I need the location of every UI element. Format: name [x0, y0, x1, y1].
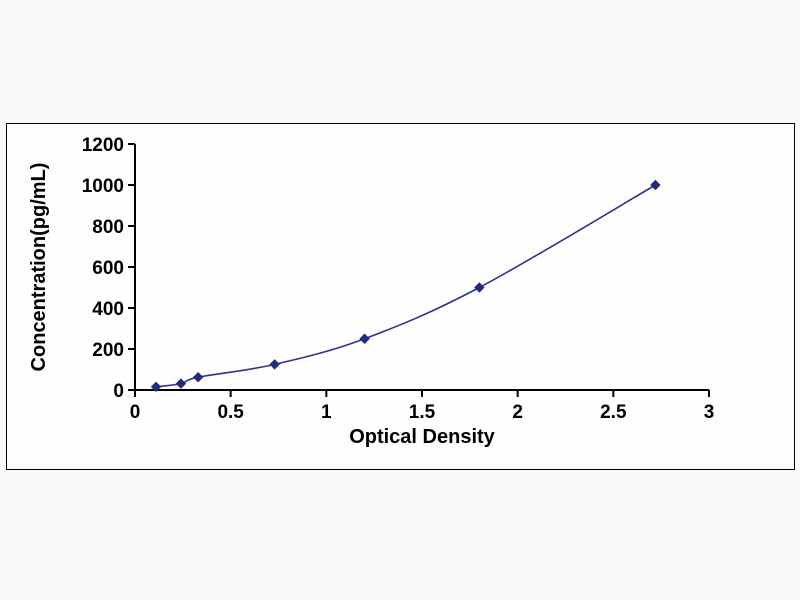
x-tick-label: 2	[512, 402, 523, 423]
y-tick-label: 800	[92, 217, 124, 238]
curve-line	[155, 184, 656, 388]
standard-curve-svg: 0 0.5 1 1.5 2 2.5 3 0 200 400 600 800 1000 1200 Optic…	[28, 135, 715, 448]
x-tick-label: 2.5	[600, 402, 627, 423]
data-point-marker	[650, 179, 661, 191]
y-tick-label: 1200	[82, 135, 124, 156]
x-tick-label: 3	[704, 402, 715, 423]
x-tick-label: 0	[130, 402, 141, 423]
x-tick-label: 0.5	[217, 402, 244, 423]
y-tick-label: 1000	[82, 176, 124, 197]
y-tick-label: 0	[113, 381, 124, 402]
data-point-marker	[192, 371, 204, 383]
data-point-marker	[175, 378, 187, 389]
data-point-marker	[269, 359, 280, 370]
y-axis-title: Concentration(pg/mL)	[28, 163, 50, 372]
x-tick-label: 1	[321, 402, 332, 423]
data-point-marker	[474, 282, 485, 293]
y-tick-label: 200	[92, 340, 124, 361]
data-point-marker	[150, 381, 162, 393]
y-tick-label: 400	[92, 299, 124, 320]
x-axis-title: Optical Density	[349, 426, 495, 448]
x-tick-label: 1.5	[409, 402, 436, 423]
y-tick-label: 600	[92, 258, 124, 279]
chart-frame: 0 0.5 1 1.5 2 2.5 3 0 200 400 600 800 1000 1200 Optic…	[6, 123, 795, 470]
data-point-marker	[359, 333, 370, 344]
chart-generated: 0 0.5 1 1.5 2 2.5 3 0 200 400 600 800 1000 1200	[82, 135, 715, 423]
